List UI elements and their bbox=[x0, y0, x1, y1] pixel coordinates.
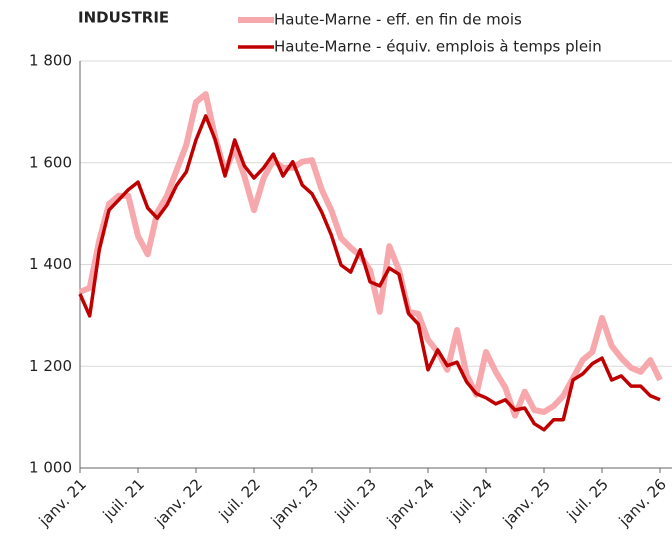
x-tick-label: janv. 23 bbox=[267, 475, 322, 530]
x-tick-label: juil. 23 bbox=[331, 475, 380, 524]
series-line bbox=[78, 91, 663, 419]
x-tick-label: janv. 25 bbox=[499, 475, 554, 530]
x-tick-label: juil. 25 bbox=[563, 475, 612, 524]
legend-label: Haute-Marne - équiv. emplois à temps ple… bbox=[274, 38, 602, 56]
y-tick-label: 1 200 bbox=[29, 357, 72, 375]
x-tick-label: juil. 22 bbox=[215, 475, 264, 524]
legend-label: Haute-Marne - eff. en fin de mois bbox=[274, 11, 522, 29]
x-tick-label: janv. 21 bbox=[35, 475, 90, 530]
x-tick-label: juil. 21 bbox=[99, 475, 148, 524]
y-tick-label: 1 600 bbox=[29, 153, 72, 171]
y-tick-label: 1 800 bbox=[29, 52, 72, 70]
y-tick-label: 1 000 bbox=[29, 459, 72, 477]
x-tick-label: juil. 24 bbox=[447, 475, 496, 524]
x-tick-label: janv. 22 bbox=[151, 475, 206, 530]
x-tick-label: janv. 24 bbox=[383, 475, 438, 530]
y-tick-label: 1 400 bbox=[29, 255, 72, 273]
series-line bbox=[78, 114, 661, 432]
x-tick-label: janv. 26 bbox=[615, 475, 670, 530]
chart-title: INDUSTRIE bbox=[78, 9, 169, 27]
